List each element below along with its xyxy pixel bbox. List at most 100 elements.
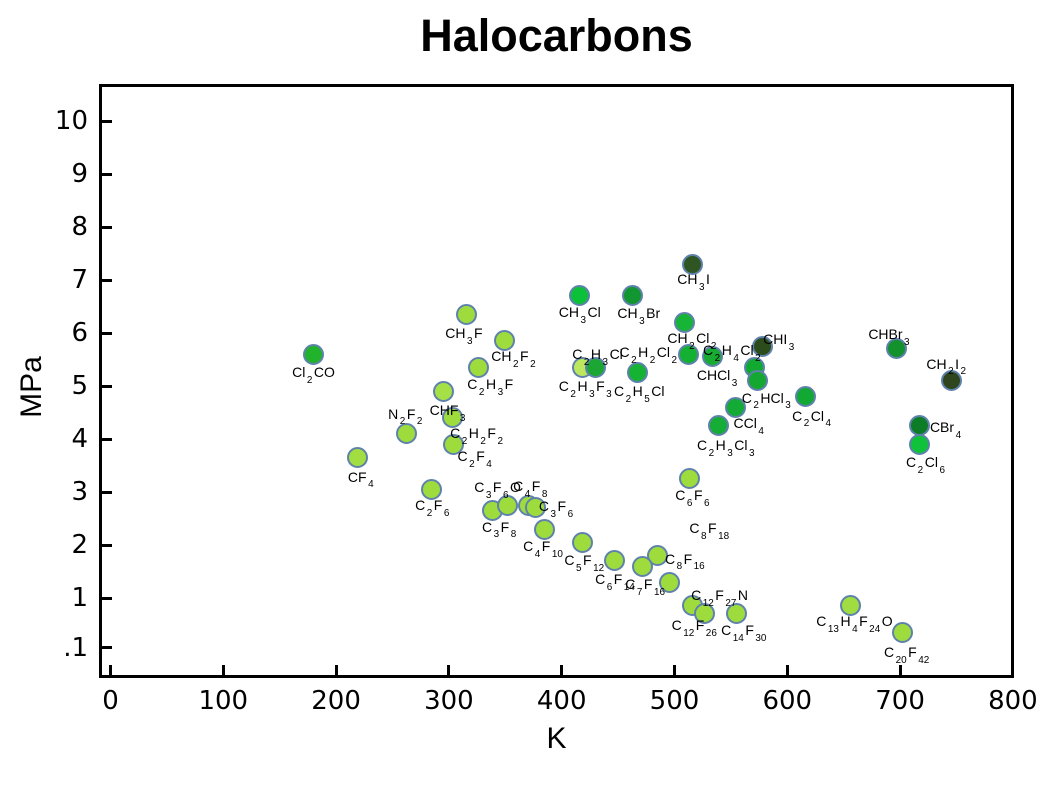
x-axis-label: K (546, 722, 567, 755)
data-point-C13H4F24O (839, 595, 861, 617)
data-point-CHF3 (432, 380, 454, 402)
point-label-CHI3: CHI3 (763, 331, 795, 354)
y-tick-label: 8 (71, 212, 88, 242)
point-label-C2Cl4: C2Cl4 (792, 407, 832, 430)
x-tick (334, 665, 338, 675)
y-tick-label: 2 (71, 530, 88, 560)
data-point-C2Cl4 (794, 386, 816, 408)
data-point-N2F2 (395, 423, 417, 445)
x-tick-label: 200 (311, 686, 361, 716)
y-tick (102, 543, 112, 547)
chart-title: Halocarbons (420, 10, 693, 61)
data-point-CHBr3 (886, 338, 908, 360)
y-tick-label: .1 (63, 632, 88, 663)
y-tick (102, 384, 112, 388)
point-label-C2H4Cl2: C2H4Cl2 (703, 342, 761, 365)
x-tick-label: 600 (762, 686, 813, 716)
data-point-C8F16 (647, 545, 669, 567)
point-label-C2H3F: C2H3F (467, 376, 514, 399)
data-point-Cl2CO (303, 343, 325, 365)
point-label-CH3I: CH3I (677, 271, 710, 293)
data-point-C8F18 (659, 571, 681, 593)
point-label-CF4: CF4 (347, 468, 374, 491)
point-label-C2F4: C2F4 (457, 448, 492, 471)
point-label-N2F2: N2F2 (388, 405, 423, 428)
point-label-CH2Cl2: CH2Cl2 (667, 330, 717, 353)
data-point-C2F6 (421, 478, 443, 500)
y-tick (102, 490, 112, 494)
x-tick (898, 665, 902, 675)
data-point-C2Cl6 (908, 433, 930, 455)
point-label-C2H5Cl: C2H5Cl (613, 382, 665, 405)
point-label-C2H2F2: C2H2F2 (450, 424, 503, 447)
point-label-C20F42: C20F42 (883, 644, 930, 667)
data-point-C20F42 (891, 621, 913, 643)
data-point-C14F30 (726, 603, 748, 625)
x-tick-label: 300 (424, 686, 474, 716)
data-point-C2H2F2 (441, 407, 463, 429)
data-point-C2HCl3 (747, 370, 769, 392)
data-point-CHCl3 (702, 346, 724, 368)
point-label-Cl2CO: Cl2CO (292, 364, 335, 386)
data-point-CH3Cl (569, 285, 591, 307)
point-label-C2HCl3: C2HCl3 (741, 389, 791, 412)
data-point-C2F4 (442, 433, 464, 455)
point-label-CH3Br: CH3Br (617, 304, 661, 327)
data-point-CH3F (456, 303, 478, 325)
data-point-CF4 (347, 447, 369, 469)
point-label-C13H4F24O: C13H4F24O (816, 612, 893, 635)
point-label-C8F18: C8F18 (689, 520, 730, 542)
point-label-CHF3: CHF3 (429, 402, 466, 425)
y-tick-label: 6 (71, 318, 88, 348)
y-tick-label: 3 (71, 477, 88, 507)
y-tick-label: 5 (71, 371, 88, 401)
point-label-C8F16: C8F16 (664, 550, 705, 573)
x-tick-label: 500 (649, 686, 700, 716)
data-point-C2H5Cl (626, 362, 648, 384)
point-label-C4F8: C4F8 (513, 478, 548, 501)
point-label-CH3F: CH3F (445, 325, 483, 348)
data-point-C2H3Cl3 (707, 415, 729, 437)
data-point-CCl4 (724, 396, 746, 418)
plot-area (99, 84, 1014, 678)
y-tick (102, 278, 112, 282)
data-point-C5F12 (571, 531, 593, 553)
point-label-C2H3Cl: C2H3Cl (572, 346, 623, 369)
point-label-CH2F2: CH2F2 (491, 347, 536, 370)
point-label-C2Cl6: C2Cl6 (906, 454, 945, 477)
y-tick (102, 437, 112, 441)
x-tick (447, 665, 451, 675)
point-label-CCl4: CCl4 (733, 415, 764, 437)
point-label-CH2I2: CH2I2 (926, 355, 967, 378)
x-tick-label: 400 (536, 686, 587, 716)
data-point-C6F6 (678, 468, 700, 490)
data-point-CHI3 (751, 335, 773, 357)
point-label-C2H2Cl2: C2H2Cl2 (619, 344, 678, 366)
point-label-C2H3Cl3: C2H3Cl3 (696, 436, 755, 459)
data-point-C3F6O (497, 494, 519, 516)
y-tick-label: 10 (54, 106, 88, 136)
y-tick-label: 1 (71, 583, 88, 613)
data-point-CH2Cl2 (674, 311, 696, 333)
x-tick (1011, 665, 1015, 675)
point-label-CBr4: CBr4 (929, 418, 962, 441)
y-tick (102, 119, 112, 123)
x-tick (673, 665, 676, 675)
point-label-C6F6: C6F6 (675, 486, 710, 509)
point-label-CHBr3: CHBr3 (868, 325, 910, 348)
x-tick-label: 700 (875, 686, 925, 716)
y-tick (102, 172, 112, 176)
point-label-C3F8: C3F8 (482, 518, 517, 541)
point-label-C4F10: C4F10 (523, 538, 563, 560)
y-tick (102, 225, 112, 229)
x-tick-label: 100 (198, 686, 249, 716)
point-label-C14F30: C14F30 (721, 621, 767, 644)
y-tick-label: 9 (71, 159, 88, 189)
y-tick-label: 7 (71, 265, 88, 295)
point-label-CHCl3: CHCl3 (696, 366, 738, 389)
y-tick (102, 331, 112, 335)
point-label-CH3Cl: CH3Cl (558, 303, 601, 326)
y-tick (102, 596, 112, 600)
point-label-C2H3F3: C2H3F3 (558, 378, 612, 401)
